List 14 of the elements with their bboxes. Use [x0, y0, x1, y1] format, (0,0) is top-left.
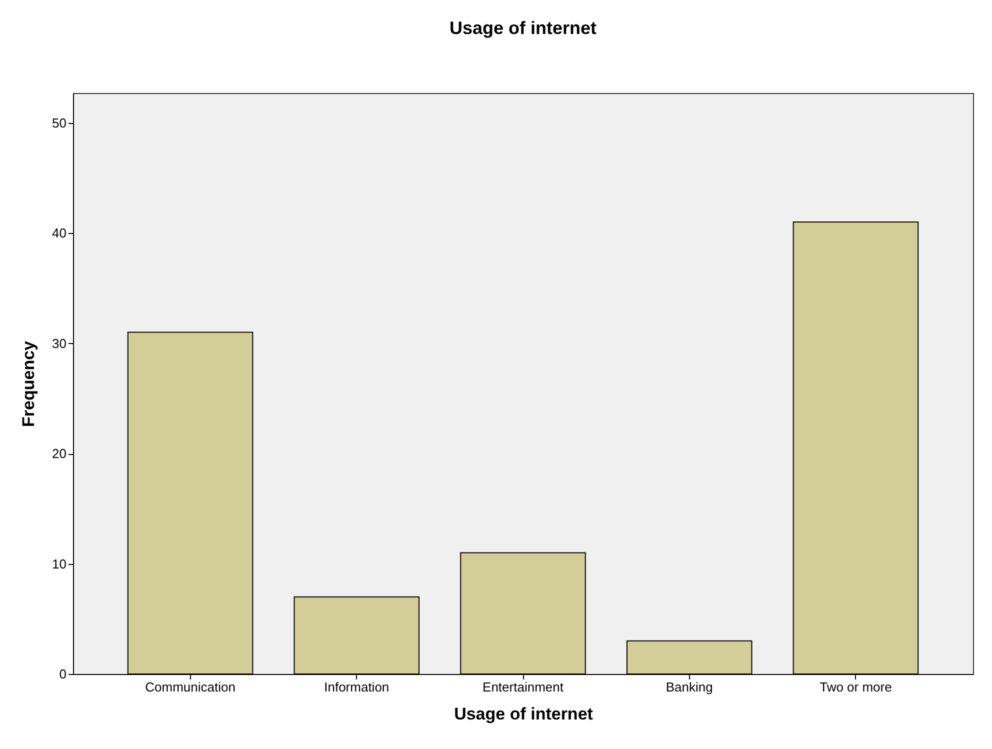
x-tick-label: Two or more	[820, 680, 892, 694]
y-tick-label: 40	[52, 226, 66, 241]
x-tick-label: Information	[324, 680, 390, 694]
x-tick-label: Banking	[666, 680, 713, 694]
y-tick-label: 50	[52, 115, 66, 130]
y-tick-label: 20	[52, 446, 66, 462]
y-axis-title: Frequency	[19, 340, 38, 427]
y-tick-label: 10	[52, 556, 66, 572]
chart-title: Usage of internet	[449, 18, 597, 38]
y-tick-label: 0	[59, 666, 66, 682]
y-tick-label: 30	[52, 336, 66, 351]
x-axis-title: Usage of internet	[454, 704, 594, 724]
x-tick-label: Communication	[145, 680, 236, 694]
x-tick-label: Entertainment	[482, 680, 564, 694]
